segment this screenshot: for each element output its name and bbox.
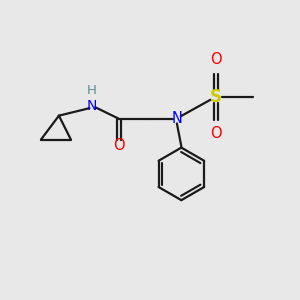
Text: O: O xyxy=(210,126,221,141)
Text: N: N xyxy=(171,111,182,126)
Text: S: S xyxy=(210,88,222,106)
Text: N: N xyxy=(87,99,97,113)
Text: O: O xyxy=(113,138,124,153)
Text: O: O xyxy=(210,52,221,67)
Text: H: H xyxy=(87,84,97,97)
